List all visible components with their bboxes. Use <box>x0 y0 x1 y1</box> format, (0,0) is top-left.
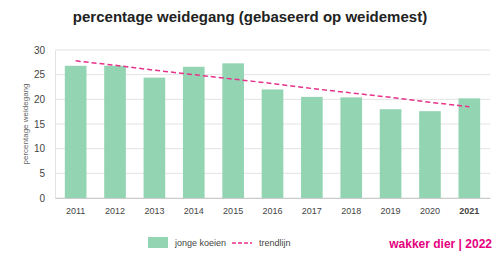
bars <box>65 63 480 198</box>
bar <box>380 109 402 198</box>
x-tick: 2014 <box>184 198 204 216</box>
x-tick: 2012 <box>105 198 125 216</box>
y-axis: 0 5 10 15 20 25 30 <box>34 45 56 204</box>
x-tick-label: 2018 <box>341 206 361 216</box>
x-tick-label: 2013 <box>144 206 164 216</box>
y-tick: 0 <box>39 193 55 204</box>
y-tick-label: 5 <box>39 168 45 179</box>
legend-swatch <box>148 237 168 248</box>
x-tick-label: 2019 <box>381 206 401 216</box>
x-tick: 2016 <box>262 198 282 216</box>
y-tick-label: 15 <box>34 119 46 130</box>
legend-item: trendlijn <box>232 238 291 248</box>
chart: percentage weidegang (gebaseerd op weide… <box>0 0 500 261</box>
bar <box>419 111 441 198</box>
grid-line <box>55 50 490 51</box>
bar <box>183 67 205 198</box>
source-note: wakker dier | 2022 <box>388 237 492 251</box>
y-axis-title: percentage weidegang <box>21 84 30 165</box>
x-tick-label: 2020 <box>420 206 440 216</box>
bar <box>65 66 87 198</box>
legend-label: jonge koeien <box>174 238 226 248</box>
y-tick-label: 0 <box>39 193 45 204</box>
x-tick-label: 2016 <box>262 206 282 216</box>
x-tick-label: 2017 <box>302 206 322 216</box>
x-tick-label: 2014 <box>184 206 204 216</box>
bar <box>301 97 323 198</box>
x-tick: 2015 <box>223 198 243 216</box>
x-tick: 2013 <box>144 198 164 216</box>
bar <box>222 63 244 198</box>
bar <box>459 98 481 198</box>
x-tick-label: 2011 <box>66 206 85 216</box>
x-tick: 2019 <box>381 198 401 216</box>
x-axis-line <box>56 198 491 199</box>
plot-area <box>65 61 480 198</box>
x-tick-label: 2012 <box>105 206 125 216</box>
bar <box>262 89 284 198</box>
legend-label: trendlijn <box>259 238 291 248</box>
y-tick-label: 30 <box>34 45 46 56</box>
legend: jonge koeien trendlijn <box>148 237 291 248</box>
y-tick: 5 <box>39 168 55 179</box>
y-tick: 10 <box>34 143 55 154</box>
y-tick: 20 <box>34 94 55 105</box>
x-tick: 2020 <box>420 198 440 216</box>
bar <box>144 78 166 198</box>
bar <box>104 66 126 198</box>
x-tick: 2017 <box>302 198 322 216</box>
y-axis-line <box>55 51 56 199</box>
x-tick-label: 2021 <box>459 206 479 216</box>
x-tick: 2011 <box>66 198 85 216</box>
legend-swatch <box>232 242 252 244</box>
y-tick-label: 10 <box>34 143 46 154</box>
x-tick-label: 2015 <box>223 206 243 216</box>
y-tick: 15 <box>34 119 55 130</box>
y-tick: 25 <box>34 69 55 80</box>
y-tick-label: 25 <box>34 69 46 80</box>
grid <box>55 50 490 198</box>
legend-item: jonge koeien <box>148 237 226 248</box>
title: percentage weidegang (gebaseerd op weide… <box>73 8 427 25</box>
y-tick-label: 20 <box>34 94 46 105</box>
x-axis: 2011 2012 2013 2014 2015 2016 2017 2018 2019 2020… <box>56 198 491 216</box>
x-tick: 2021 <box>459 198 479 216</box>
x-tick: 2018 <box>341 198 361 216</box>
trend-line <box>76 61 470 107</box>
bar <box>340 97 362 198</box>
y-tick: 30 <box>34 45 55 56</box>
